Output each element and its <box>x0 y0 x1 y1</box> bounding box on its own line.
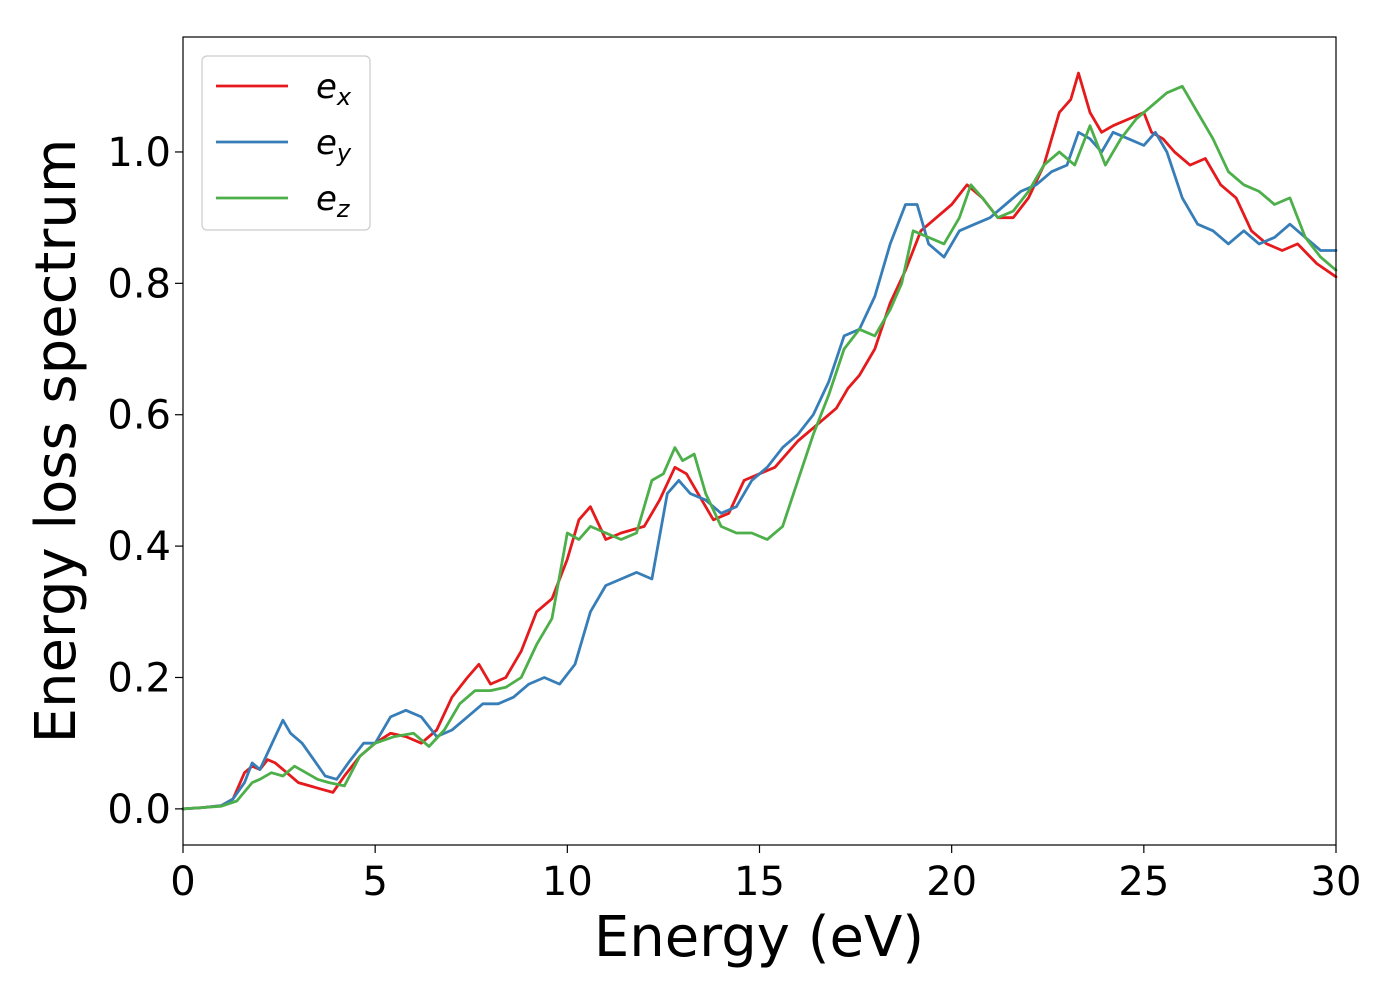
x-tick-label: 10 <box>542 859 593 905</box>
x-tick-label: 0 <box>170 859 195 905</box>
y-tick-label: 1.0 <box>107 130 171 176</box>
legend: ex ey ez <box>201 55 371 231</box>
x-tick-label: 20 <box>926 859 977 905</box>
x-tick-label: 15 <box>734 859 785 905</box>
y-tick-label: 0.6 <box>107 393 171 439</box>
plot-background <box>183 37 1336 845</box>
y-tick-label: 0.8 <box>107 261 171 307</box>
series-line-y <box>181 130 1338 811</box>
x-tick-label: 30 <box>1311 859 1362 905</box>
legend-label-y: ey <box>316 123 352 167</box>
y-tick-label: 0.0 <box>107 787 171 833</box>
legend-label-x: ex <box>316 67 352 111</box>
x-tick-label: 5 <box>362 859 387 905</box>
x-axis: 0 5 10 15 20 25 30 <box>170 845 1361 905</box>
series-layer <box>181 71 1338 811</box>
y-axis-title: Energy loss spectrum <box>24 139 89 744</box>
x-axis-title: Energy (eV) <box>594 905 924 970</box>
legend-label-z: ez <box>316 179 351 223</box>
y-axis: 0.0 0.2 0.4 0.6 0.8 1.0 <box>107 130 183 833</box>
y-tick-label: 0.2 <box>107 655 171 701</box>
x-tick-label: 25 <box>1118 859 1169 905</box>
y-tick-label: 0.4 <box>107 524 171 570</box>
series-line-z <box>181 84 1338 811</box>
